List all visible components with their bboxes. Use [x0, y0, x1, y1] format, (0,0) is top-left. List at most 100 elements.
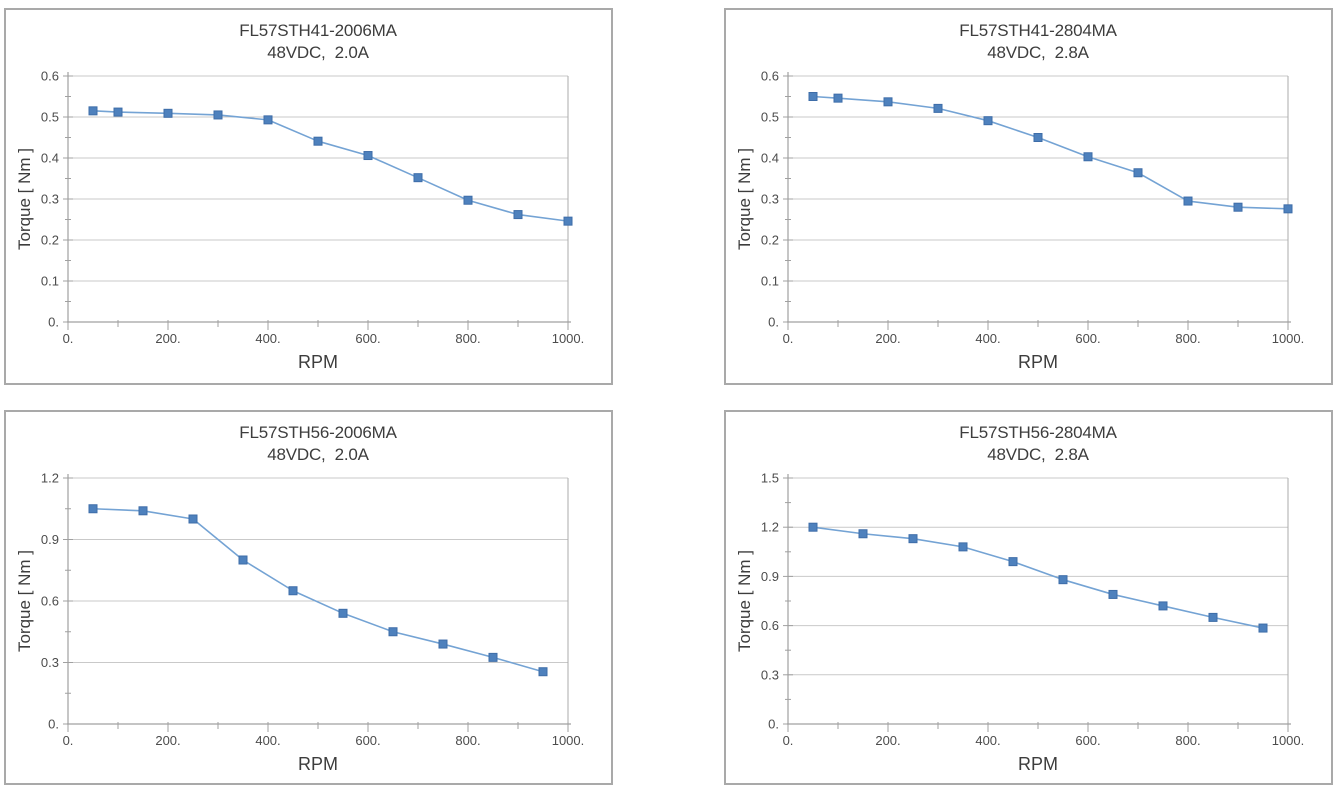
chart-fl57sth41-2006ma: FL57STH41-2006MA 48VDC, 2.0A 0. 0.1 0.2 0.3…	[4, 8, 613, 385]
y-tick-label: 0.	[48, 717, 59, 732]
torque-curve-plot: 0. 0.1 0.2 0.3 0.4 0.5 0.6 0. 200. 400. 600. 800. 10…	[735, 69, 1305, 373]
y-tick-label: 0.4	[761, 151, 779, 166]
chart-title: FL57STH41-2006MA 48VDC, 2.0A	[68, 20, 568, 64]
chart-title-rating: 48VDC, 2.0A	[267, 43, 369, 62]
y-tick-label: 0.6	[761, 69, 779, 84]
y-tick-label: 0.	[768, 315, 779, 330]
y-tick-label: 0.1	[41, 274, 59, 289]
chart-title-model: FL57STH41-2804MA	[959, 21, 1117, 40]
data-point-marker	[883, 97, 893, 107]
chart-fl57sth41-2804ma: FL57STH41-2804MA 48VDC, 2.8A 0. 0.1 0.2 0.3…	[724, 8, 1333, 385]
data-point-marker	[263, 115, 273, 125]
y-tick-label: 1.2	[761, 520, 779, 535]
chart-title-rating: 48VDC, 2.8A	[987, 43, 1089, 62]
y-tick-label: 0.6	[761, 618, 779, 633]
x-axis-label: RPM	[298, 352, 338, 372]
data-point-marker	[213, 110, 223, 120]
data-point-marker	[1158, 601, 1168, 611]
data-point-marker	[1233, 202, 1243, 212]
chart-fl57sth56-2804ma: FL57STH56-2804MA 48VDC, 2.8A 0. 0.3 0.6 0.9…	[724, 410, 1333, 785]
y-axis-label: Torque [ Nm ]	[15, 148, 34, 250]
x-tick-label: 800.	[1175, 331, 1200, 346]
chart-title: FL57STH56-2006MA 48VDC, 2.0A	[68, 422, 568, 466]
x-tick-label: 200.	[875, 331, 900, 346]
data-point-marker	[808, 522, 818, 532]
x-axis-label: RPM	[1018, 754, 1058, 774]
data-point-marker	[313, 136, 323, 146]
data-point-marker	[808, 92, 818, 101]
y-tick-label: 0.6	[41, 594, 59, 609]
data-point-marker	[88, 106, 98, 116]
y-tick-label: 0.3	[761, 667, 779, 682]
x-tick-label: 600.	[1075, 331, 1100, 346]
chart-title-model: FL57STH56-2804MA	[959, 423, 1117, 442]
y-tick-label: 0.4	[41, 151, 59, 166]
y-tick-label: 0.	[48, 315, 59, 330]
chart-title-rating: 48VDC, 2.8A	[987, 445, 1089, 464]
data-point-marker	[138, 506, 148, 516]
chart-title: FL57STH41-2804MA 48VDC, 2.8A	[788, 20, 1288, 64]
data-point-marker	[1258, 623, 1268, 633]
data-point-marker	[188, 514, 198, 524]
y-tick-label: 0.3	[41, 655, 59, 670]
data-point-marker	[288, 586, 298, 596]
x-tick-label: 1000.	[552, 733, 585, 748]
x-tick-label: 1000.	[1272, 331, 1305, 346]
y-tick-label: 0.	[768, 717, 779, 732]
x-tick-label: 600.	[1075, 733, 1100, 748]
x-axis-label: RPM	[1018, 352, 1058, 372]
y-tick-label: 0.5	[41, 110, 59, 125]
data-point-marker	[513, 210, 523, 220]
data-point-marker	[538, 667, 548, 677]
torque-curve-line	[92, 507, 544, 673]
x-tick-label: 600.	[355, 733, 380, 748]
data-point-marker	[1058, 575, 1068, 585]
y-tick-label: 0.9	[761, 569, 779, 584]
data-point-marker	[563, 216, 573, 226]
data-point-marker	[413, 173, 423, 183]
y-tick-label: 1.2	[41, 471, 59, 486]
data-point-marker	[908, 534, 918, 544]
data-point-marker	[1083, 152, 1093, 162]
x-tick-label: 800.	[455, 331, 480, 346]
data-point-marker	[1183, 196, 1193, 206]
data-point-marker	[1108, 589, 1118, 599]
data-point-marker	[488, 652, 498, 662]
x-tick-label: 200.	[155, 733, 180, 748]
data-point-marker	[858, 529, 868, 539]
torque-curve-line	[812, 95, 1289, 210]
data-point-marker	[1033, 133, 1043, 142]
x-tick-label: 1000.	[552, 331, 585, 346]
data-point-marker	[463, 195, 473, 205]
x-tick-label: 200.	[875, 733, 900, 748]
data-point-marker	[1133, 168, 1143, 178]
x-tick-label: 200.	[155, 331, 180, 346]
y-axis-label: Torque [ Nm ]	[735, 550, 754, 652]
x-tick-label: 0.	[783, 733, 794, 748]
chart-title-model: FL57STH41-2006MA	[239, 21, 397, 40]
x-tick-label: 400.	[975, 331, 1000, 346]
torque-curve-plot: 0. 0.3 0.6 0.9 1.2 0. 200. 400. 600. 800. 1000. RPM…	[15, 471, 585, 775]
x-tick-label: 0.	[63, 733, 74, 748]
chart-title-rating: 48VDC, 2.0A	[267, 445, 369, 464]
data-point-marker	[833, 93, 843, 103]
chart-title-model: FL57STH56-2006MA	[239, 423, 397, 442]
x-tick-label: 800.	[1175, 733, 1200, 748]
y-axis-label: Torque [ Nm ]	[15, 550, 34, 652]
chart-title: FL57STH56-2804MA 48VDC, 2.8A	[788, 422, 1288, 466]
data-point-marker	[238, 555, 248, 565]
torque-curve-plot: 0. 0.1 0.2 0.3 0.4 0.5 0.6 0. 200. 400. 600. 800. 10…	[15, 69, 585, 373]
torque-curve-line	[92, 110, 569, 222]
data-point-marker	[363, 151, 373, 161]
x-tick-label: 0.	[783, 331, 794, 346]
data-point-marker	[388, 627, 398, 637]
x-tick-label: 400.	[975, 733, 1000, 748]
data-point-marker	[983, 116, 993, 126]
data-point-marker	[113, 107, 123, 117]
torque-curve-plot: 0. 0.3 0.6 0.9 1.2 1.5 0. 200. 400. 600. 800. 1000.…	[735, 471, 1305, 775]
y-tick-label: 0.9	[41, 532, 59, 547]
y-axis-label: Torque [ Nm ]	[735, 148, 754, 250]
x-tick-label: 1000.	[1272, 733, 1305, 748]
data-point-marker	[933, 103, 943, 113]
